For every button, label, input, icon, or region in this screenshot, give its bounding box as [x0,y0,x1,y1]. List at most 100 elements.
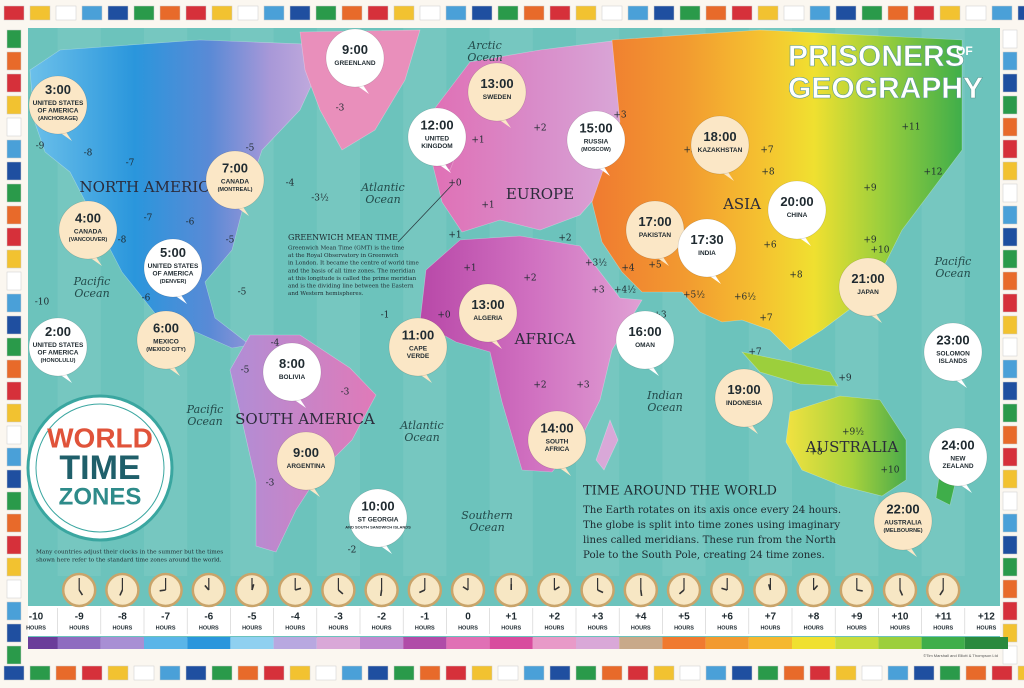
bubble-detail: (HONOLULU) [41,358,76,364]
ocean-label: Indian [646,389,683,402]
bubble-place: PAKISTAN [639,232,672,239]
hour-label: -4 [291,612,300,623]
bubble [276,431,336,491]
flag [627,5,649,21]
flag [1002,183,1018,203]
bubble-place: JAPAN [857,289,879,296]
bubble-place: OF AMERICA [38,108,79,115]
madagascar [595,419,619,471]
badge-word: TIME [59,449,140,487]
flag [1002,293,1018,313]
utc-offset: -2 [348,546,357,556]
utc-offset: -3 [341,388,350,398]
bubble-detail: (MOSCOW) [581,147,611,153]
clock-hand [597,589,604,594]
flag [1002,249,1018,269]
north-america [29,39,331,349]
ocean-label: Ocean [467,51,502,64]
flag [6,139,22,159]
bubble-time: 16:00 [628,324,661,339]
bubble-time: 20:00 [780,194,813,209]
hour-label: +2 [549,612,561,623]
continent-label: EUROPE [506,185,574,203]
utc-offset: +10 [881,466,900,476]
flag [6,645,22,665]
utc-offset: +10 [871,246,890,256]
flag [6,183,22,203]
greenwich-pointer [397,184,453,243]
clock [709,572,745,608]
hour-unit: HOURS [415,625,435,631]
hour-unit: HOURS [674,625,694,631]
flag [419,5,441,21]
bubble-place: RUSSIA [584,139,609,146]
hour-label: +6 [721,612,733,623]
hour-label: +10 [892,612,909,623]
brand-line: GEOGRAPHY [788,72,983,105]
flag [1002,161,1018,181]
badge-word: WORLD [47,422,153,453]
clock-hand [419,589,426,594]
flag [29,5,51,21]
flag [6,51,22,71]
utc-offset: +9 [863,236,877,246]
time-bubble: 17:30 INDIA [677,218,737,284]
utc-offset: +7 [748,348,762,358]
flag [757,665,779,681]
flag [315,665,337,681]
utc-offset: -8 [118,236,127,246]
utc-offset: +2 [533,124,546,134]
clock-hand [939,589,944,596]
flag [55,665,77,681]
utc-offset: +3 [613,111,627,121]
utc-offset: -6 [142,294,151,304]
hour-label: +5 [678,612,690,623]
flag [185,665,207,681]
hour-unit: HOURS [933,625,953,631]
clock [493,572,529,608]
hour-label: -5 [248,612,257,623]
bubble-place: KINGDOM [421,143,452,150]
flag [991,5,1013,21]
clock [537,572,572,608]
flag [731,665,753,681]
flag [6,623,22,643]
flag [6,403,22,423]
utc-offset: -10 [35,298,50,308]
clock [234,572,270,608]
flag [1017,665,1024,681]
flag [6,601,22,621]
time-bubble: 16:00 OMAN [615,310,675,376]
flag [783,665,805,681]
flag [1002,271,1018,291]
ocean-label: Ocean [404,431,439,444]
flag [6,513,22,533]
flag [6,249,22,269]
flag [6,117,22,137]
hour-label: +3 [592,612,604,623]
bubble-place: INDONESIA [726,400,762,407]
flag [6,315,22,335]
greenwich-text: and is the dividing line between the Eas… [288,284,414,290]
utc-offset: -6 [186,218,195,228]
zone-color [619,637,663,649]
utc-offset: -3 [266,479,275,489]
flag [1002,29,1018,49]
flag [6,293,22,313]
hour-label: +9 [851,612,863,623]
hour-unit: HOURS [156,625,176,631]
flag [939,665,961,681]
time-bubble: 18:00 KAZAKHSTAN [690,115,750,181]
hour-unit: HOURS [976,625,996,631]
bubble [566,110,626,170]
flag [29,665,51,681]
bubble-detail: AND SOUTH SANDWICH ISLANDS [345,525,411,530]
ocean-label: Ocean [365,193,400,206]
bubble-time: 13:00 [471,297,504,312]
clock [191,572,227,608]
bubble-time: 9:00 [293,445,319,460]
hour-label: +1 [505,612,517,623]
ocean-label: Ocean [935,267,970,280]
info-text: lines called meridians. These run from t… [583,535,836,546]
clock [321,572,356,608]
